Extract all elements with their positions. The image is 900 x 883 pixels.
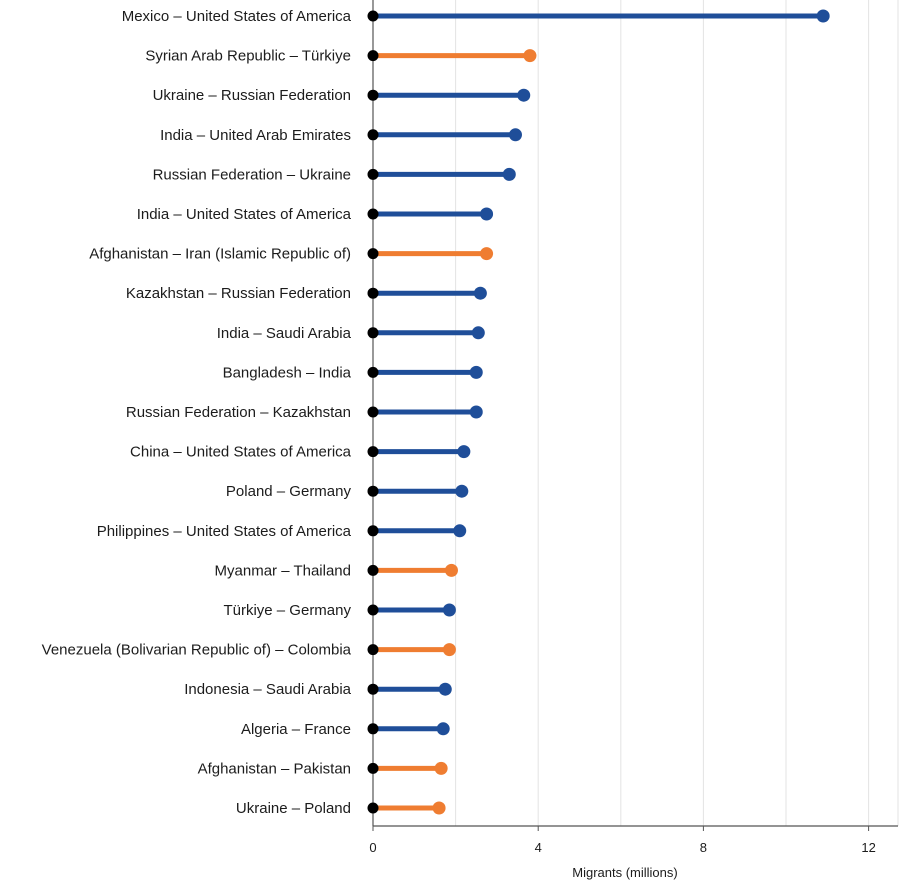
- lollipop-base: [367, 802, 379, 814]
- category-label: Myanmar – Thailand: [215, 562, 351, 579]
- lollipop-base: [367, 327, 379, 339]
- x-tick-label: 12: [861, 840, 875, 855]
- grid-layer: [455, 0, 899, 826]
- lollipop-base: [367, 525, 379, 537]
- lollipop-head: [471, 326, 485, 340]
- x-tick-label: 0: [369, 840, 376, 855]
- category-label: Ukraine – Poland: [236, 800, 351, 817]
- lollipop-base: [367, 406, 379, 418]
- lollipop-base: [367, 485, 379, 497]
- lollipop-head: [436, 722, 450, 736]
- category-label: India – United Arab Emirates: [160, 127, 351, 144]
- category-label: Indonesia – Saudi Arabia: [184, 681, 351, 698]
- category-label: Türkiye – Germany: [223, 602, 351, 619]
- lollipop-base: [367, 683, 379, 695]
- lollipop-head: [469, 365, 483, 379]
- lollipop-base: [367, 287, 379, 299]
- category-label: Philippines – United States of America: [97, 523, 352, 540]
- lollipop-base: [367, 762, 379, 774]
- lollipop-base: [367, 723, 379, 735]
- lollipop-base: [367, 604, 379, 616]
- lollipop-head: [453, 524, 467, 538]
- marks-layer: [367, 9, 830, 815]
- lollipop-head: [457, 445, 471, 459]
- lollipop-base: [367, 50, 379, 62]
- lollipop-base: [367, 446, 379, 458]
- lollipop-head: [444, 563, 458, 577]
- lollipop-head: [469, 405, 483, 419]
- x-tick-label: 4: [535, 840, 542, 855]
- category-label: Afghanistan – Pakistan: [198, 760, 351, 777]
- category-label: India – United States of America: [137, 206, 352, 223]
- category-label: Algeria – France: [241, 721, 351, 738]
- lollipop-head: [455, 484, 469, 498]
- lollipop-head: [480, 247, 494, 261]
- lollipop-head: [442, 603, 456, 617]
- lollipop-head: [442, 643, 456, 657]
- category-label: Syrian Arab Republic – Türkiye: [145, 48, 351, 65]
- lollipop-base: [367, 366, 379, 378]
- category-label: Russian Federation – Ukraine: [153, 166, 351, 183]
- lollipop-base: [367, 208, 379, 220]
- category-label: Poland – Germany: [226, 483, 352, 500]
- lollipop-head: [508, 128, 522, 142]
- lollipop-base: [367, 10, 379, 22]
- labels-layer: Mexico – United States of America Syrian …: [42, 8, 352, 817]
- lollipop-head: [517, 88, 531, 102]
- category-label: Mexico – United States of America: [122, 8, 352, 25]
- lollipop-head: [480, 207, 494, 221]
- lollipop-base: [367, 89, 379, 101]
- category-label: Afghanistan – Iran (Islamic Republic of): [89, 246, 351, 263]
- lollipop-base: [367, 644, 379, 656]
- lollipop-base: [367, 168, 379, 180]
- lollipop-base: [367, 564, 379, 576]
- category-label: Ukraine – Russian Federation: [153, 87, 351, 104]
- lollipop-head: [438, 682, 452, 696]
- category-label: Bangladesh – India: [223, 364, 352, 381]
- lollipop-head: [523, 49, 537, 63]
- x-tick-label: 8: [700, 840, 707, 855]
- lollipop-base: [367, 129, 379, 141]
- category-label: China – United States of America: [130, 444, 352, 461]
- x-axis-title: Migrants (millions): [572, 865, 677, 880]
- lollipop-head: [816, 9, 830, 23]
- category-label: Kazakhstan – Russian Federation: [126, 285, 351, 302]
- lollipop-head: [502, 167, 516, 181]
- lollipop-head: [473, 286, 487, 300]
- lollipop-head: [434, 761, 448, 775]
- category-label: India – Saudi Arabia: [217, 325, 352, 342]
- category-label: Venezuela (Bolivarian Republic of) – Col…: [42, 642, 352, 659]
- lollipop-head: [432, 801, 446, 815]
- category-label: Russian Federation – Kazakhstan: [126, 404, 351, 421]
- lollipop-base: [367, 248, 379, 260]
